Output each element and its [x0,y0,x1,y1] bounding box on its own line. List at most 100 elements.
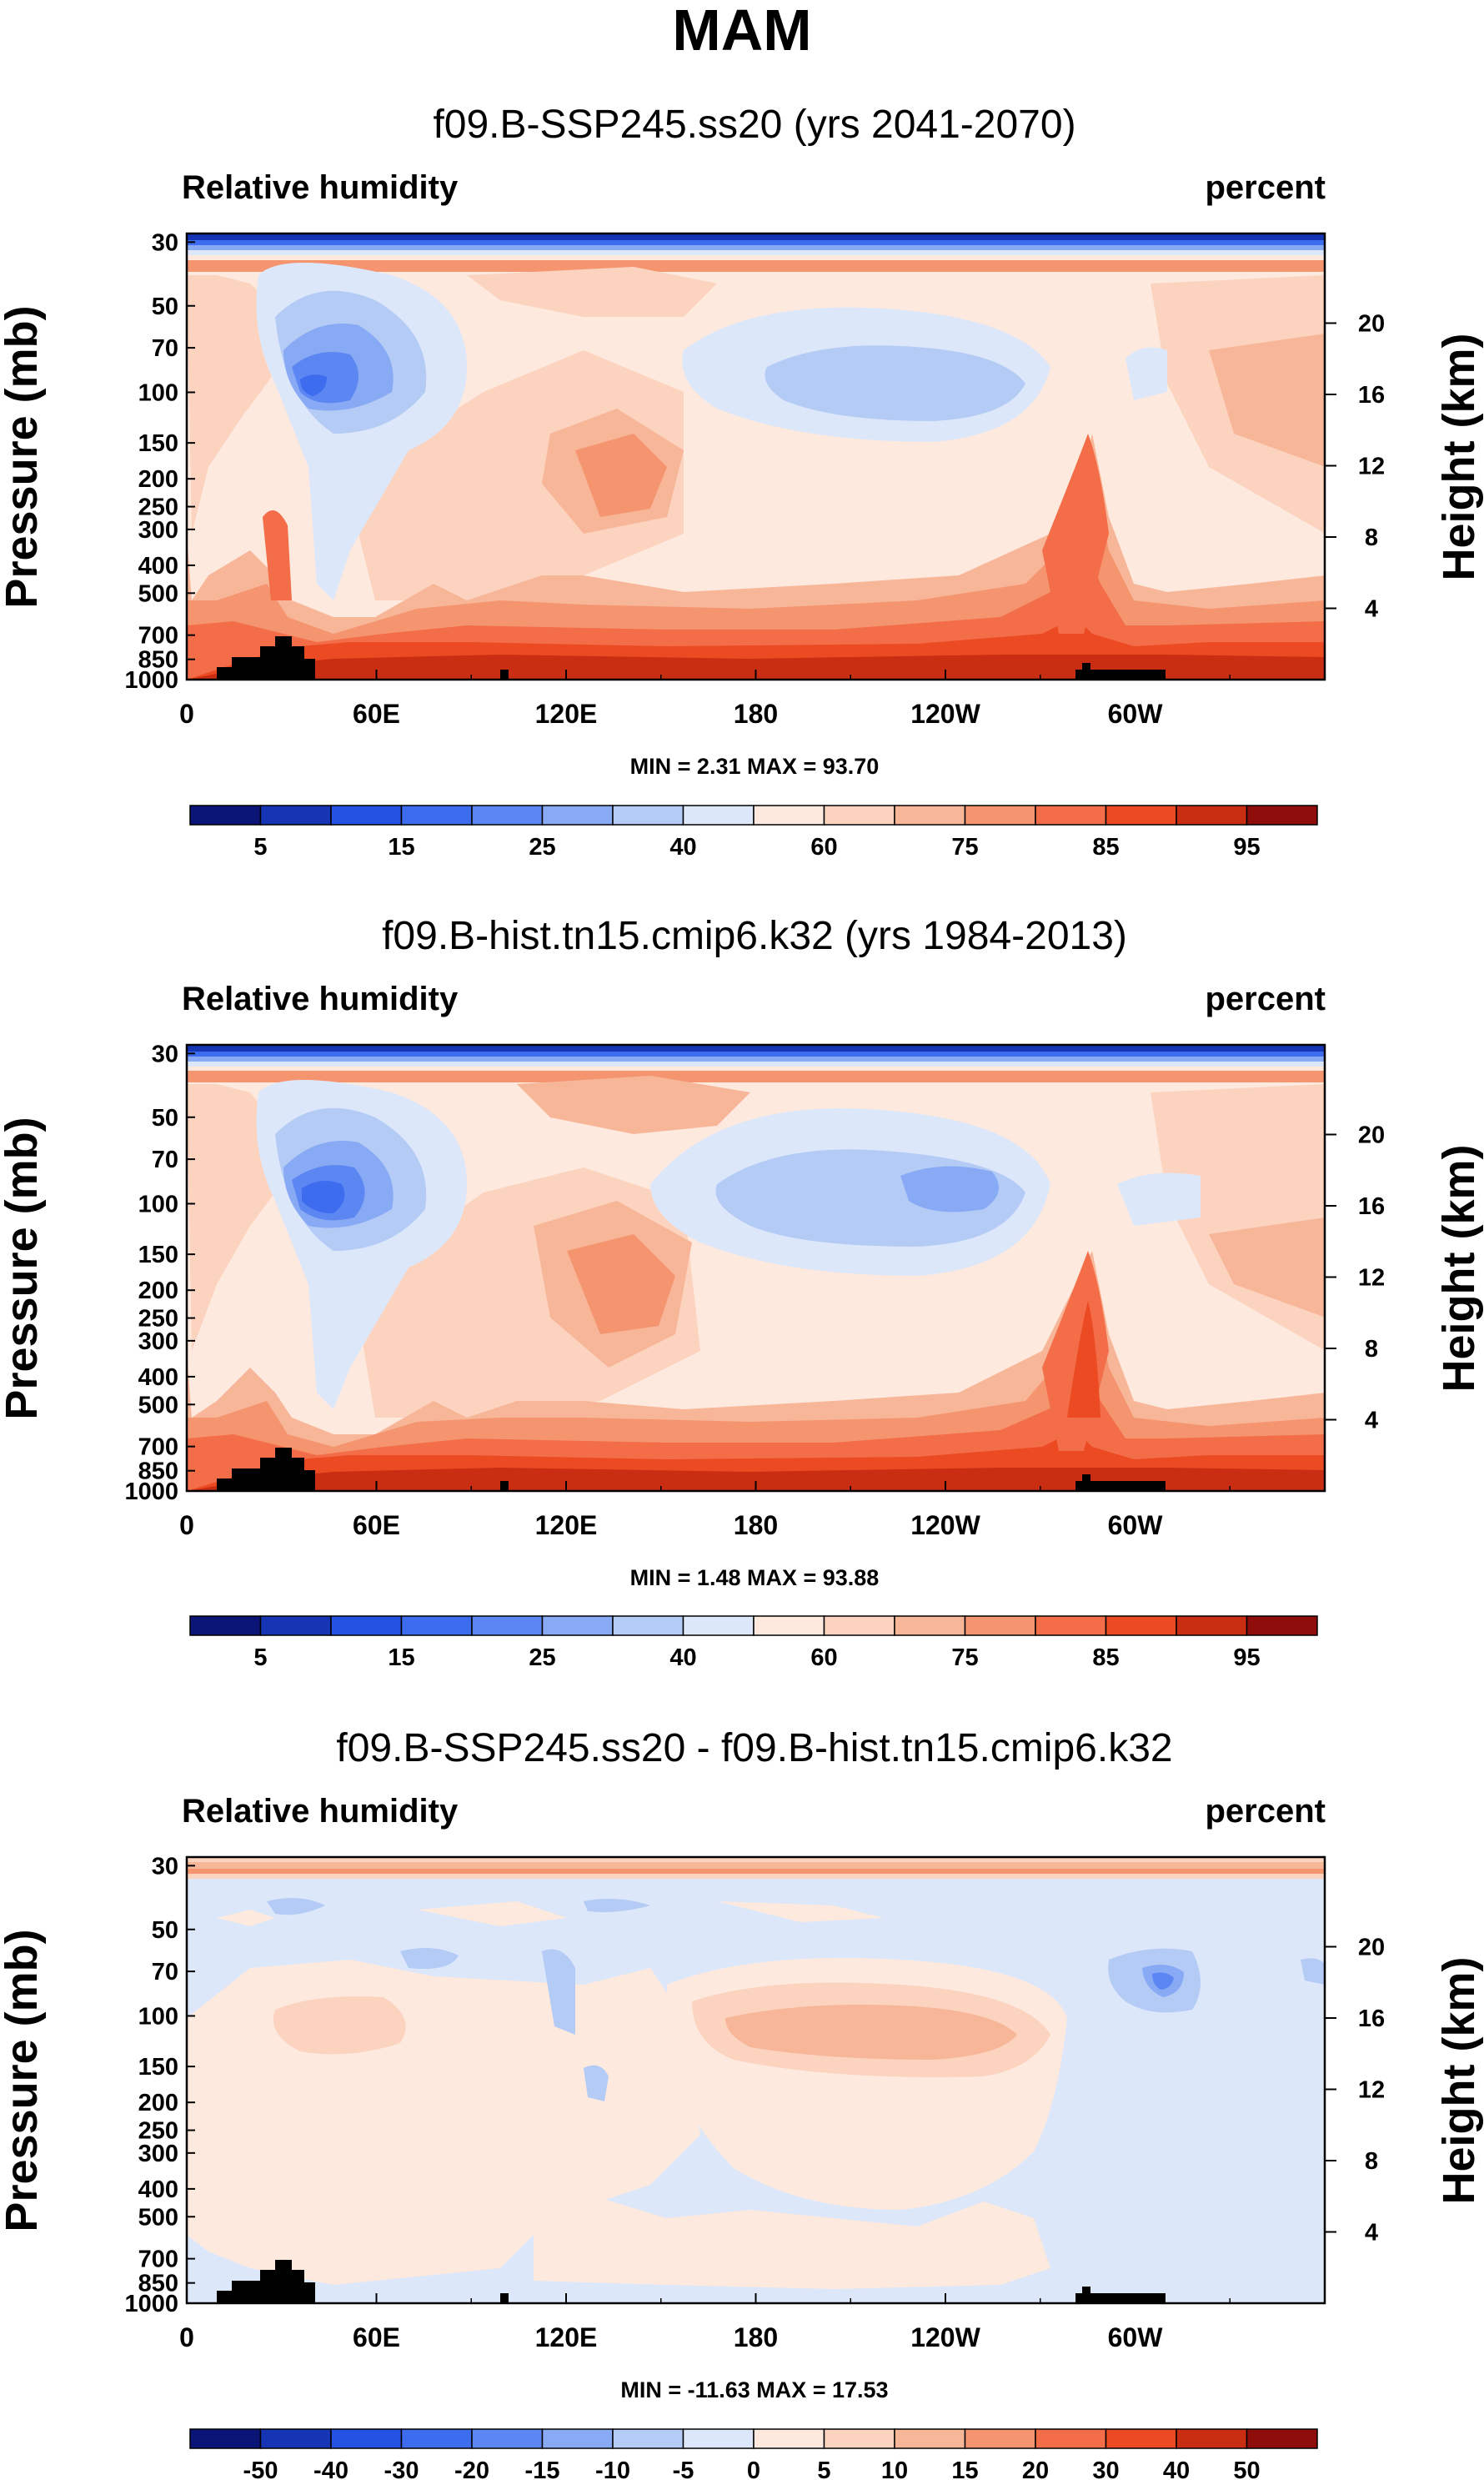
colorbar-box [471,805,544,826]
pressure-tick-label: 1000 [124,2291,178,2317]
colorbar-box [964,2428,1036,2449]
longitude-tick-label: 180 [734,699,778,729]
pressure-tick-label: 700 [138,623,178,650]
longitude-tick-label: 120W [910,2322,980,2352]
panel-2-title: f09.B-hist.tn15.cmip6.k32 (yrs 1984-2013… [382,914,1127,958]
panel-3-strat-band-3 [187,1869,1325,1874]
colorbar-box [330,2428,403,2449]
height-tick-label: 8 [1365,1336,1378,1363]
pressure-tick-label: 150 [138,1242,178,1268]
colorbar-box [1035,805,1107,826]
colorbar-tick-label: 20 [1022,2457,1049,2480]
colorbar-box [1105,2428,1177,2449]
panel-2-strat-band-2 [187,1052,1325,1057]
pressure-tick-label: 150 [138,430,178,457]
panel-2-dry-region [1117,1172,1201,1226]
panel-1-moist-plume [263,510,292,600]
panel-3: f09.B-SSP245.ss20 - f09.B-hist.tn15.cmip… [0,1726,1484,2480]
colorbar-box [1246,1615,1318,1636]
pressure-tick-label: 70 [152,1147,178,1173]
panel-3-strat-band-1 [187,1857,1325,1862]
colorbar-box [1246,805,1318,826]
colorbar-box [1176,1615,1248,1636]
longitude-tick-label: 180 [734,1510,778,1540]
colorbar-box [753,2428,825,2449]
height-tick-label: 4 [1365,1407,1378,1433]
panel-1-units-label: percent [1206,169,1326,206]
panel-1-y-axis-label: Pressure (mb) [0,305,47,608]
colorbar-tick-label: -40 [313,2457,348,2480]
panel-1-contour-field [187,233,1326,680]
colorbar-box [330,1615,403,1636]
pressure-tick-label: 300 [138,2141,178,2167]
panel-1-topography [1075,663,1166,680]
colorbar-tick-label: -20 [454,2457,489,2480]
panel-1-strat-band-2 [187,240,1325,245]
panel-3-positive-region [217,1910,275,1926]
panel-1-moist-region [1209,334,1326,467]
panel-3-negative-region [400,1948,459,1969]
pressure-tick-label: 100 [138,379,178,406]
panel-3-positive-region [273,1996,406,2055]
longitude-tick-label: 60E [353,699,400,729]
panel-2-moist-layer [187,1468,1326,1491]
panel-3-contour-field [187,1857,1325,2303]
colorbar-tick-label: 60 [810,834,837,861]
colorbar-box [400,805,473,826]
longitude-tick-label: 120E [535,2322,598,2352]
pressure-tick-label: 1000 [124,667,178,694]
colorbar-box [964,805,1036,826]
panel-1-title: f09.B-SSP245.ss20 (yrs 2041-2070) [433,103,1075,147]
colorbar-tick-label: -10 [595,2457,630,2480]
colorbar-box [400,2428,473,2449]
pressure-tick-label: 1000 [124,1478,178,1505]
panel-2-strat-band-4 [187,1062,1325,1067]
colorbar-tick-label: 60 [810,1644,837,1671]
panel-2-strat-band-1 [187,1045,1325,1052]
panel-1-moist-region [187,275,283,534]
colorbar-box [471,2428,544,2449]
colorbar-tick-label: 5 [253,834,267,861]
panel-2-tropopause-moist-band [187,1071,1325,1082]
colorbar-tick-label: 10 [881,2457,908,2480]
colorbar-tick-label: -15 [525,2457,560,2480]
panel-1-colorbar: 5 15 25 40 60 75 85 95 [189,805,1318,861]
colorbar-box [823,1615,895,1636]
colorbar-box [823,805,895,826]
height-tick-label: 4 [1365,2219,1378,2246]
colorbar-box [330,805,403,826]
colorbar-tick-label: 95 [1233,1644,1260,1671]
colorbar-tick-label: 75 [951,1644,978,1671]
panel-3-y-axis-label: Pressure (mb) [0,1929,47,2231]
colorbar-box [541,1615,614,1636]
colorbar-box [541,2428,614,2449]
height-tick-label: 4 [1365,595,1378,622]
pressure-tick-label: 850 [138,647,178,674]
pressure-tick-label: 250 [138,494,178,521]
panel-3-colorbar: -50 -40 -30 -20 -15 -10 -5 0 5 10 15 20 30 40 50 [189,2428,1318,2480]
panel-2-dry-region [900,1166,999,1212]
panel-1-dry-region [1126,347,1167,400]
colorbar-tick-label: 0 [747,2457,760,2480]
longitude-tick-label: 120E [535,699,598,729]
pressure-tick-label: 200 [138,466,178,493]
colorbar-box [259,1615,332,1636]
colorbar-box [894,1615,966,1636]
colorbar-box [753,805,825,826]
colorbar-box [753,1615,825,1636]
pressure-tick-label: 700 [138,2247,178,2273]
pressure-tick-label: 850 [138,1458,178,1485]
pressure-tick-label: 400 [138,553,178,580]
height-tick-label: 16 [1358,2006,1385,2032]
colorbar-box [189,805,262,826]
longitude-tick-label: 180 [734,2322,778,2352]
panel-2-min-max: MIN = 1.48 MAX = 93.88 [630,1565,880,1590]
pressure-tick-label: 100 [138,1191,178,1217]
panel-2-dry-core [302,1181,345,1213]
pressure-tick-label: 150 [138,2054,178,2081]
panel-3-positive-region [534,2193,1050,2289]
panel-2: f09.B-hist.tn15.cmip6.k32 (yrs 1984-2013… [0,914,1484,1671]
colorbar-tick-label: 85 [1092,1644,1119,1671]
colorbar-box [823,2428,895,2449]
